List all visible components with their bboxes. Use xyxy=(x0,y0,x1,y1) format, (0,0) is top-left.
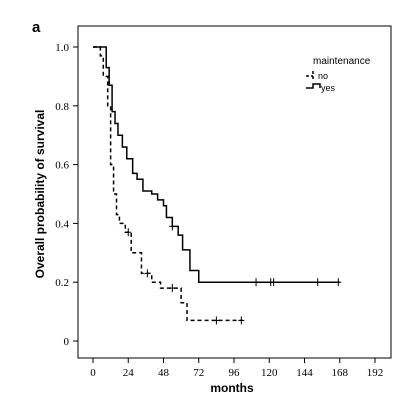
x-tick-label: 72 xyxy=(193,367,204,379)
legend-swatch-yes xyxy=(306,83,321,89)
legend-label-yes: yes xyxy=(321,83,336,93)
x-tick-label: 24 xyxy=(123,367,135,379)
y-tick-label: 0.8 xyxy=(55,101,69,113)
x-tick-label: 144 xyxy=(296,367,313,379)
x-axis-ticks: 0 24 48 72 96 120 144 168 192 xyxy=(90,358,383,379)
y-tick-label: 1.0 xyxy=(55,42,69,54)
series-line-yes xyxy=(93,46,340,283)
x-tick-label: 96 xyxy=(229,367,241,379)
y-tick-label: 0.6 xyxy=(55,160,69,172)
x-tick-label: 120 xyxy=(261,367,278,379)
panel-label: a xyxy=(32,19,41,36)
x-tick-label: 48 xyxy=(158,367,170,379)
x-tick-label: 0 xyxy=(90,367,96,379)
series-layer xyxy=(93,46,342,325)
y-tick-label: 0 xyxy=(64,336,70,348)
series-line-no xyxy=(93,46,243,322)
y-axis-title: Overall probability of survival xyxy=(33,110,47,279)
y-axis-ticks: 0 0.2 0.4 0.6 0.8 1.0 xyxy=(55,42,78,348)
legend-label-no: no xyxy=(318,71,328,81)
legend-title: maintenance xyxy=(313,56,371,67)
x-axis-title: months xyxy=(210,381,254,395)
y-tick-label: 0.2 xyxy=(55,277,69,289)
x-tick-label: 168 xyxy=(332,367,349,379)
legend: maintenance no yes xyxy=(306,56,371,93)
y-tick-label: 0.4 xyxy=(55,218,69,230)
x-tick-label: 192 xyxy=(367,367,384,379)
plot-frame xyxy=(77,25,392,359)
